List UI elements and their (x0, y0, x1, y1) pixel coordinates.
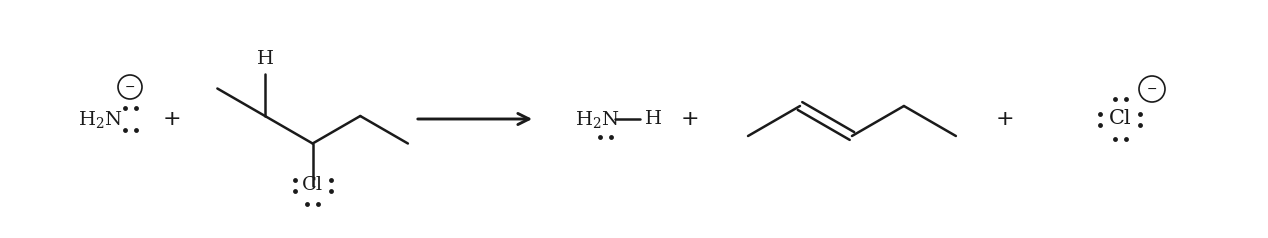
Text: $\mathregular{H_2N}$: $\mathregular{H_2N}$ (574, 109, 620, 129)
Text: H: H (256, 50, 274, 68)
Text: −: − (124, 80, 136, 94)
Text: +: + (681, 109, 700, 129)
Text: H: H (645, 110, 662, 128)
Text: +: + (995, 109, 1014, 129)
Text: Cl: Cl (302, 177, 323, 194)
Text: $\mathregular{H_2N}$: $\mathregular{H_2N}$ (77, 109, 122, 129)
Text: +: + (162, 109, 181, 129)
Text: Cl: Cl (1108, 109, 1131, 129)
Text: −: − (1146, 83, 1158, 95)
